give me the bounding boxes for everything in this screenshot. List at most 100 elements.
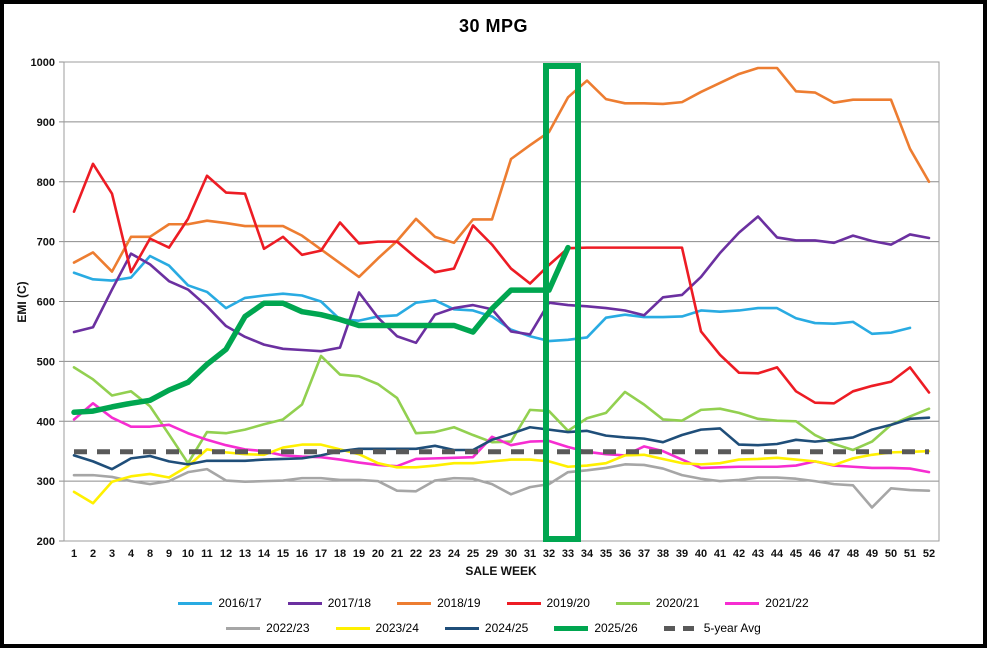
legend-label: 2021/22 — [765, 596, 809, 610]
legend-item-2025-26: 2025/26 — [554, 621, 638, 635]
legend-label: 2018/19 — [437, 596, 481, 610]
x-tick-label: 39 — [676, 548, 688, 560]
x-tick-label: 14 — [258, 548, 271, 560]
legend-label: 2023/24 — [375, 621, 419, 635]
x-tick-label: 47 — [828, 548, 840, 560]
legend-swatch — [397, 601, 432, 605]
x-tick-label: 1 — [71, 548, 77, 560]
x-tick-label: 35 — [600, 548, 612, 560]
x-tick-label: 37 — [638, 548, 650, 560]
legend-item-2021-22: 2021/22 — [725, 596, 809, 610]
legend-item-2024-25: 2024/25 — [444, 621, 529, 635]
legend-label: 2024/25 — [484, 621, 529, 635]
x-tick-label: 21 — [391, 548, 403, 560]
x-tick-label: 33 — [562, 548, 574, 560]
series-line-2016-17 — [72, 254, 912, 343]
legend-swatch — [178, 601, 213, 605]
legend-swatch — [506, 601, 541, 605]
legend-item-2022-23: 2022/23 — [226, 621, 310, 635]
x-tick-label: 29 — [486, 548, 498, 560]
series-line-2023-24 — [72, 443, 931, 505]
series-line-2019-20 — [72, 162, 931, 405]
series-line-2022-23 — [72, 463, 931, 509]
x-tick-label: 30 — [505, 548, 517, 560]
legend-swatch — [335, 626, 370, 630]
legend-label: 2020/21 — [655, 596, 700, 610]
x-tick-label: 24 — [448, 548, 461, 560]
x-tick-label: 2 — [90, 548, 96, 560]
series-line-2018-19 — [72, 66, 931, 279]
legend-swatch — [663, 625, 698, 631]
legend-item-2017-18: 2017/18 — [287, 596, 372, 610]
x-tick-label: 9 — [166, 548, 172, 560]
x-tick-label: 17 — [315, 548, 327, 560]
legend-item-5-year-avg: 5-year Avg — [663, 621, 761, 635]
x-tick-label: 20 — [372, 548, 384, 560]
legend-row-1: 2016/17 2017/18 2018/19 2019/20 2020/21 2021/… — [4, 596, 983, 610]
x-tick-label: 19 — [353, 548, 365, 560]
x-tick-label: 8 — [147, 548, 153, 560]
x-tick-label: 50 — [885, 548, 897, 560]
x-tick-label: 18 — [334, 548, 346, 560]
x-tick-label: 13 — [239, 548, 251, 560]
x-tick-label: 41 — [714, 548, 726, 560]
y-tick-label: 600 — [37, 297, 55, 309]
x-tick-label: 43 — [752, 548, 764, 560]
y-tick-label: 1000 — [31, 57, 55, 69]
x-tick-label: 38 — [657, 548, 669, 560]
x-tick-label: 42 — [733, 548, 745, 560]
x-tick-label: 22 — [410, 548, 422, 560]
legend-swatch — [554, 625, 589, 631]
y-tick-label: 400 — [37, 416, 55, 428]
legend-swatch — [444, 626, 479, 630]
legend-item-2018-19: 2018/19 — [397, 596, 481, 610]
plot-area: EMI (C) SALE WEEK 200 300 400 500 600 700 800 9… — [15, 57, 940, 578]
y-tick-label: 300 — [37, 476, 55, 488]
x-tick-label: 10 — [182, 548, 194, 560]
x-tick-label: 48 — [847, 548, 859, 560]
x-tick-label: 23 — [429, 548, 441, 560]
x-tick-label: 52 — [923, 548, 935, 560]
y-tick-label: 200 — [37, 536, 55, 548]
highlight-box — [543, 63, 581, 542]
x-tick-label: 16 — [296, 548, 308, 560]
legend-swatch — [226, 626, 261, 630]
y-tick-label: 900 — [37, 117, 55, 129]
x-tick-label: 36 — [619, 548, 631, 560]
legend-item-2020-21: 2020/21 — [615, 596, 700, 610]
legend-item-2016-17: 2016/17 — [178, 596, 262, 610]
x-tick-label: 25 — [467, 548, 479, 560]
x-tick-label: 34 — [581, 548, 594, 560]
plot-border — [63, 61, 940, 542]
x-tick-label: 49 — [866, 548, 878, 560]
x-tick-label: 44 — [771, 548, 784, 560]
y-tick-label: 500 — [37, 356, 55, 368]
legend-item-2019-20: 2019/20 — [506, 596, 590, 610]
x-tick-label: 40 — [695, 548, 707, 560]
series-line-2021-22 — [72, 401, 931, 474]
chart-title: 30 MPG — [458, 16, 529, 36]
x-tick-label: 32 — [543, 548, 555, 560]
y-tick-label: 800 — [37, 177, 55, 189]
legend-row-2: 2022/23 2023/24 2024/25 2025/26 5-year Avg — [4, 621, 983, 635]
x-tick-label: 45 — [790, 548, 802, 560]
legend-label: 2017/18 — [327, 596, 372, 610]
legend-swatch — [615, 601, 650, 605]
legend-swatch — [725, 601, 760, 605]
legend-swatch — [287, 601, 322, 605]
x-tick-label: 51 — [904, 548, 916, 560]
x-tick-label: 4 — [128, 548, 135, 560]
series-line-2025-26 — [71, 244, 571, 416]
y-tick-label: 700 — [37, 237, 55, 249]
series-line-2017-18 — [72, 215, 931, 353]
legend-label: 2022/23 — [266, 621, 310, 635]
x-tick-label: 3 — [109, 548, 115, 560]
y-axis-title: EMI (C) — [15, 281, 29, 322]
x-tick-label: 31 — [524, 548, 536, 560]
legend-label: 5-year Avg — [703, 621, 761, 635]
legend-label: 2019/20 — [546, 596, 590, 610]
series-line-2024-25 — [72, 416, 931, 471]
legend-label: 2025/26 — [594, 621, 638, 635]
x-tick-label: 46 — [809, 548, 821, 560]
